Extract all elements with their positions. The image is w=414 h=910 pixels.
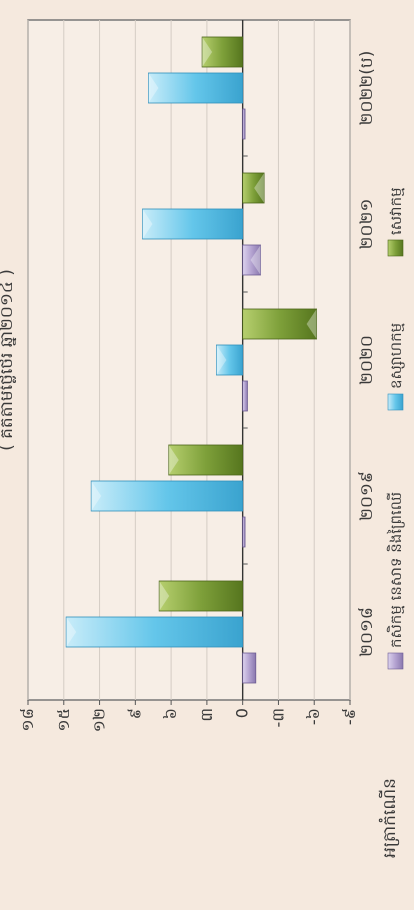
legend-swatch-industry (387, 393, 404, 411)
x-tick-label-0: ២០១៨ (357, 607, 377, 657)
bar-bevel-services-1 (168, 445, 179, 475)
bar-bevel-industry-0 (66, 617, 77, 647)
bar-services-2 (242, 308, 318, 340)
bar-bevel-services-2 (306, 309, 317, 339)
x-tick-label-3: ២០២១ (357, 199, 377, 250)
bar-industry-1 (90, 480, 244, 512)
y-tick-label: -៩ (340, 708, 359, 725)
bar-industry-3 (142, 208, 244, 240)
legend-swatch-agriculture (387, 652, 404, 670)
y-tick-label: ៦ (161, 708, 180, 719)
x-tick-label-4: ២០២២(ប) (357, 51, 377, 126)
chart-subtitle: ( គិតតាមថ្លៃថេរ ឆ្នាំ២០១៤ ) (0, 269, 17, 451)
bar-services-0 (158, 580, 244, 612)
y-tick-label: -៣ (268, 708, 287, 727)
bar-agriculture-3 (242, 244, 261, 276)
y-tick-label: ១៨ (18, 708, 37, 731)
bar-agriculture-0 (242, 652, 257, 684)
bar-agriculture-1 (242, 516, 246, 548)
bars (65, 36, 318, 684)
bar-bevel-industry-2 (216, 345, 227, 375)
y-tick-label: ៣ (197, 708, 216, 722)
y-tick-label: 0 (233, 708, 252, 718)
bar-agriculture-2 (242, 380, 248, 412)
bar-bevel-industry-3 (142, 209, 153, 239)
x-tick-label-2: ២០២០ (357, 335, 377, 385)
legend-item-agriculture: កសិកម្ម នេសាទ និងព្រៃឈើ (386, 492, 405, 670)
y-axis-ticks: -៩ -៦ -៣ 0 ៣ ៦ ៩ ១២ ១៥ ១៨ (18, 700, 359, 732)
x-tick-label-1: ២០១៩ (357, 471, 377, 521)
bar-agriculture-4 (242, 108, 246, 140)
bar-services-3 (242, 172, 265, 204)
legend-swatch-services (387, 239, 404, 257)
bar-bevel-services-3 (254, 173, 265, 203)
y-tick-label: ១២ (90, 708, 109, 732)
y-tick-label: ៩ (125, 708, 144, 719)
bar-industry-4 (148, 72, 244, 104)
legend-item-services: សេវាកម្ម (387, 187, 405, 257)
y-tick-label: -៦ (304, 708, 323, 725)
legend-label-services: សេវាកម្ម (387, 187, 405, 235)
bar-services-1 (168, 444, 244, 476)
bar-bevel-services-0 (159, 581, 170, 611)
bar-bevel-industry-4 (148, 73, 159, 103)
legend-label-industry: ឧស្សាហកម្ម (387, 323, 405, 389)
legend-item-industry: ឧស្សាហកម្ម (387, 323, 405, 411)
legend-label-agriculture: កសិកម្ម នេសាទ និងព្រៃឈើ (386, 492, 405, 648)
legend: កសិកម្ម នេសាទ និងព្រៃឈើ ឧស្សាហកម្ម សេវាក… (386, 187, 405, 670)
bar-industry-0 (65, 616, 244, 648)
x-axis-categories: ២០១៨ ២០១៩ ២០២០ ២០២១ ២០២២(ប) (242, 51, 377, 657)
bar-industry-2 (216, 344, 244, 376)
bar-bevel-agriculture-3 (250, 245, 261, 275)
bar-bevel-services-4 (202, 37, 213, 67)
bar-services-4 (201, 36, 244, 68)
y-axis-label: អត្រាកំណើន (378, 778, 400, 858)
y-tick-label: ១៥ (54, 708, 73, 731)
bar-bevel-industry-1 (91, 481, 102, 511)
